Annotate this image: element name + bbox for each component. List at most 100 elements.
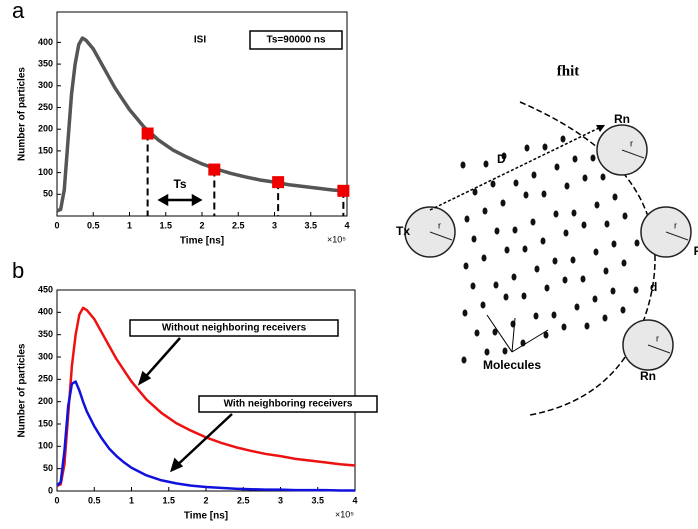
y-tick-label: 150 xyxy=(38,418,53,428)
molecule xyxy=(493,281,499,289)
molecule xyxy=(561,323,567,331)
molecule xyxy=(553,210,559,218)
x-tick-label: 1.5 xyxy=(162,495,175,505)
molecule xyxy=(620,306,626,314)
x-multiplier: ×10⁵ xyxy=(335,509,354,519)
y-tick-label: 400 xyxy=(38,307,53,317)
molecule xyxy=(501,152,507,160)
molecule xyxy=(534,265,540,273)
molecule xyxy=(541,190,547,198)
node-label: R xyxy=(694,244,698,258)
x-tick-label: 2 xyxy=(203,495,208,505)
molecule xyxy=(554,163,560,171)
molecule xyxy=(461,356,467,364)
molecule xyxy=(540,237,546,245)
y-tick-label: 150 xyxy=(38,145,53,155)
molecule xyxy=(470,282,476,290)
molecule xyxy=(590,154,596,162)
molecule xyxy=(552,257,558,265)
molecule xyxy=(524,144,530,152)
molecule xyxy=(490,180,496,188)
x-tick-label: 4 xyxy=(352,495,357,505)
molecule xyxy=(522,245,528,253)
molecule xyxy=(570,256,576,264)
y-tick-label: 400 xyxy=(38,37,53,47)
molecule xyxy=(564,182,570,190)
annotation: Without neighboring receivers xyxy=(162,323,307,334)
molecule xyxy=(633,286,639,294)
y-tick-label: 350 xyxy=(38,58,53,68)
molecule xyxy=(531,171,537,179)
radius-label: r xyxy=(656,333,659,343)
line-series xyxy=(56,380,355,492)
molecule xyxy=(580,275,586,283)
y-axis-label: Number of particles xyxy=(17,67,28,161)
line-series xyxy=(56,306,356,487)
y-tick-label: 50 xyxy=(43,189,53,199)
x-tick-label: 4 xyxy=(344,220,349,230)
molecule xyxy=(483,160,489,168)
y-tick-label: 300 xyxy=(38,80,53,90)
molecule xyxy=(584,322,590,330)
molecule xyxy=(622,212,628,220)
molecule xyxy=(634,239,640,247)
molecule xyxy=(603,267,609,275)
radius-label: r xyxy=(438,220,441,230)
molecule xyxy=(511,273,517,281)
molecule xyxy=(581,221,587,229)
molecule xyxy=(612,193,618,201)
molecule xyxy=(504,246,510,254)
radius-label: r xyxy=(630,138,633,148)
marker xyxy=(141,127,154,140)
molecule xyxy=(482,207,488,215)
diagram-title: fhit xyxy=(557,63,580,79)
distance-label: D xyxy=(497,152,506,166)
molecule xyxy=(544,284,550,292)
molecule xyxy=(562,276,568,284)
y-axis-label: Number of particles xyxy=(17,343,28,437)
molecule xyxy=(574,303,580,311)
x-tick-label: 2 xyxy=(199,220,204,230)
molecule xyxy=(462,309,468,317)
distance-line xyxy=(429,124,606,211)
pointer xyxy=(486,314,549,353)
x-tick-label: 0 xyxy=(54,495,59,505)
molecule xyxy=(513,179,519,187)
molecule xyxy=(621,259,627,267)
x-tick-label: 3 xyxy=(278,495,283,505)
molecule xyxy=(502,347,508,355)
annotation: With neighboring receivers xyxy=(224,399,353,410)
molecule xyxy=(474,329,480,337)
annotation-box xyxy=(198,395,378,413)
line-series xyxy=(56,36,348,213)
molecule xyxy=(602,314,608,322)
x-tick-label: 1 xyxy=(127,220,132,230)
y-tick-label: 100 xyxy=(38,167,53,177)
radius xyxy=(621,149,645,159)
x-axis-label: Time [ns] xyxy=(180,236,224,247)
annotation-box xyxy=(249,30,343,50)
x-tick-label: 0.5 xyxy=(88,495,101,505)
panel-label: a xyxy=(12,0,25,23)
x-tick-label: 0.5 xyxy=(87,220,100,230)
molecule xyxy=(551,311,557,319)
molecule xyxy=(463,262,469,270)
molecule xyxy=(572,155,578,163)
y-tick-label: 250 xyxy=(38,374,53,384)
molecule xyxy=(521,292,527,300)
molecule xyxy=(571,209,577,217)
molecule xyxy=(611,240,617,248)
molecule xyxy=(610,287,616,295)
molecule xyxy=(484,348,490,356)
molecule xyxy=(582,174,588,182)
annotation: Ts xyxy=(173,177,186,191)
radius xyxy=(429,231,453,241)
arrow-head xyxy=(596,125,605,132)
marker xyxy=(208,163,221,176)
y-tick-label: 350 xyxy=(38,329,53,339)
molecule xyxy=(464,215,470,223)
molecule xyxy=(481,254,487,262)
x-tick-label: 3 xyxy=(272,220,277,230)
molecule xyxy=(460,161,466,169)
